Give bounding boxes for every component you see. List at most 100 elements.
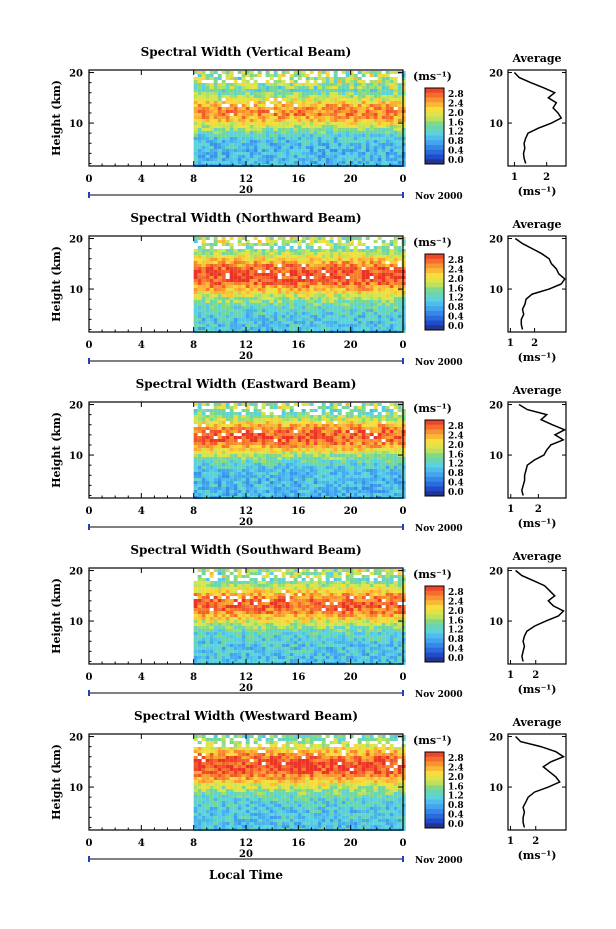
heatmap-cell [285,146,290,149]
heatmap-cell [229,436,234,439]
heatmap-cell [397,116,402,119]
heatmap-cell [301,403,306,406]
heatmap-cell [229,415,234,418]
heatmap-cell [213,460,218,463]
heatmap-cell [329,86,334,89]
heatmap-cell [357,318,362,321]
heatmap-cell [297,297,302,300]
heatmap-cell [233,406,238,409]
heatmap-cell [389,412,394,415]
heatmap-cell [341,490,346,493]
heatmap-cell [293,418,298,421]
heatmap-cell [361,309,366,312]
heatmap-cell [397,433,402,436]
heatmap-cell [273,83,278,86]
heatmap-cell [265,146,270,149]
heatmap-cell [269,143,274,146]
heatmap-cell [285,267,290,270]
heatmap-cell [305,433,310,436]
heatmap-cell [373,107,378,110]
heatmap-cell [249,285,254,288]
heatmap-cell [265,421,270,424]
heatmap-cell [201,104,206,107]
heatmap-cell [361,158,366,161]
heatmap-cell [225,324,230,327]
heatmap-cell [385,276,390,279]
heatmap-cell [365,155,370,158]
heatmap-cell [313,472,318,475]
heatmap-cell [197,237,202,240]
heatmap-cell [337,327,342,330]
heatmap-cell [217,294,222,297]
heatmap-cell [213,255,218,258]
heatmap-cell [213,243,218,246]
heatmap-cell [281,288,286,291]
heatmap-cell [397,285,402,288]
heatmap-cell [385,493,390,496]
heatmap-cell [309,255,314,258]
heatmap-cell [369,255,374,258]
heatmap-cell [345,288,350,291]
heatmap-cell [301,119,306,122]
heatmap-cell [317,463,322,466]
heatmap-cell [209,454,214,457]
heatmap-cell [241,282,246,285]
heatmap-cell [377,270,382,273]
heatmap-cell [193,454,198,457]
heatmap-cell [321,475,326,478]
heatmap-cell [385,116,390,119]
heatmap-cell [401,101,406,104]
heatmap-cell [257,448,262,451]
colorbar-swatch [425,287,444,293]
heatmap-cell [309,454,314,457]
heatmap-cell [281,460,286,463]
heatmap-cell [201,125,206,128]
heatmap-cell [297,276,302,279]
heatmap-cell [285,131,290,134]
heatmap-cell [345,403,350,406]
heatmap-cell [241,137,246,140]
heatmap-cell [397,321,402,324]
heatmap-cell [261,442,266,445]
heatmap-cell [393,143,398,146]
heatmap-cell [397,252,402,255]
heatmap-cell [385,463,390,466]
heatmap-cell [261,469,266,472]
y-tick-label: 20 [69,235,83,246]
heatmap-cell [229,454,234,457]
heatmap-cell [385,321,390,324]
heatmap-cell [345,327,350,330]
heatmap-cell [233,315,238,318]
heatmap-cell [377,155,382,158]
heatmap-cell [381,303,386,306]
heatmap-cell [269,89,274,92]
heatmap-cell [249,249,254,252]
heatmap-cell [209,421,214,424]
heatmap-cell [337,249,342,252]
heatmap-cell [301,445,306,448]
heatmap-cell [333,143,338,146]
heatmap-cell [209,92,214,95]
heatmap-cell [293,152,298,155]
heatmap-cell [201,143,206,146]
heatmap-cell [221,463,226,466]
heatmap-cell [269,324,274,327]
heatmap-cell [193,318,198,321]
heatmap-cell [333,89,338,92]
heatmap-cell [193,152,198,155]
heatmap-cell [341,454,346,457]
heatmap-cell [345,113,350,116]
heatmap-cell [317,327,322,330]
heatmap-cell [305,418,310,421]
heatmap-cell [369,95,374,98]
heatmap-cell [325,161,330,164]
colorbar-swatch [425,92,444,98]
heatmap-cell [237,86,242,89]
heatmap-cell [273,137,278,140]
heatmap-cell [369,433,374,436]
heatmap-cell [389,273,394,276]
heatmap-cell [217,104,222,107]
heatmap-cell [193,445,198,448]
heatmap-cell [329,161,334,164]
heatmap-field [193,403,406,499]
